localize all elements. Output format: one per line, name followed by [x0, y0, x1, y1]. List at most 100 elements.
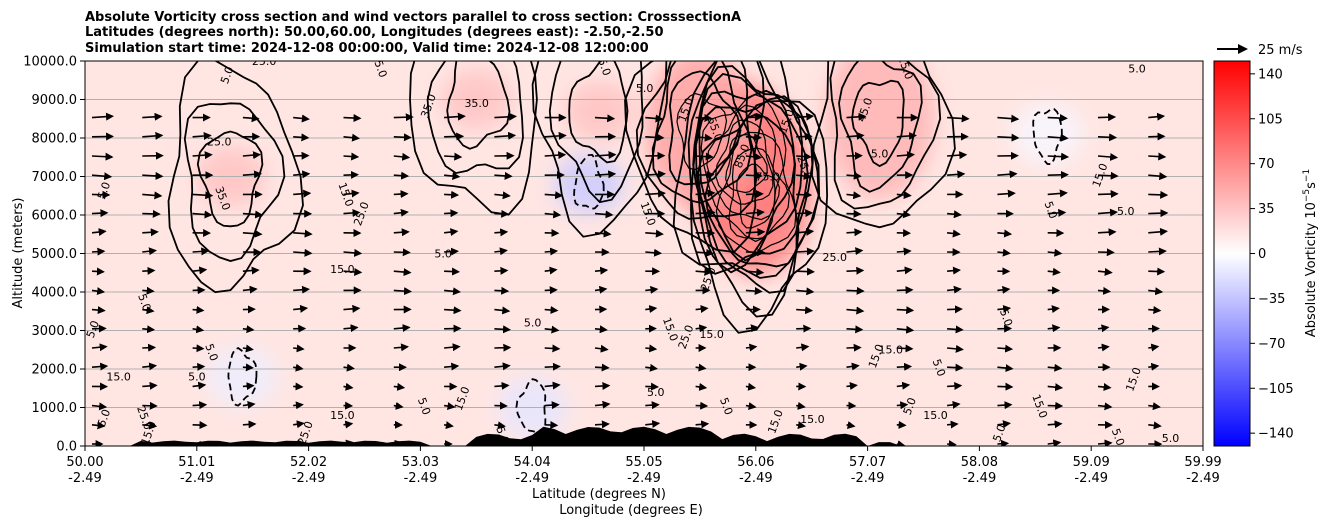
wind-vector [997, 229, 1013, 238]
wind-vector [947, 420, 959, 429]
x-axis-label-longitude: Longitude (degrees E) [559, 503, 703, 518]
wind-vector [997, 114, 1020, 123]
wind-vector [1148, 190, 1169, 199]
wind-vector [91, 402, 108, 411]
wind-vector [393, 248, 411, 257]
y-tick-label: 5000.0 [32, 247, 78, 262]
contour-label: 25.0 [252, 55, 277, 68]
wind-vector [293, 114, 310, 123]
wind-vector [745, 133, 763, 142]
contour-line [838, 61, 923, 193]
wind-vector [242, 266, 260, 275]
wind-vector [494, 306, 511, 315]
wind-vector [947, 305, 963, 314]
wind-vector [1097, 324, 1110, 333]
wind-vector [846, 325, 864, 334]
wind-vector [1047, 363, 1063, 372]
contour-label: 15.0 [106, 371, 131, 384]
wind-vector [444, 132, 465, 141]
x-tick-label-longitude: -2.49 [1074, 471, 1108, 486]
wind-vector [393, 190, 409, 199]
wind-vector [1047, 170, 1069, 179]
wind-vector [1148, 287, 1164, 296]
wind-vector [796, 112, 815, 121]
contour-label: 5.0 [188, 371, 206, 384]
wind-vector [695, 305, 709, 313]
wind-vector [544, 325, 560, 334]
wind-vector [91, 343, 108, 352]
wind-vector [293, 285, 310, 294]
wind-vector [1148, 172, 1168, 181]
wind-vector [997, 364, 1014, 373]
x-tick-label-longitude: -2.49 [515, 471, 549, 486]
wind-vector [91, 267, 105, 276]
wind-vector [343, 267, 363, 276]
wind-vectors [91, 112, 1169, 446]
wind-vector [91, 112, 114, 121]
wind-vector [142, 228, 159, 237]
wind-vector [1097, 152, 1119, 161]
contour-label: 5.0 [717, 396, 735, 417]
wind-vector [695, 208, 716, 217]
wind-vector [1047, 152, 1070, 161]
wind-reference-label: 25 m/s [1258, 43, 1303, 58]
wind-vector [796, 132, 813, 141]
wind-vector [745, 208, 765, 217]
wind-vector [343, 363, 355, 372]
wind-vector [947, 285, 962, 294]
wind-vector [796, 401, 806, 410]
wind-vector [594, 344, 609, 353]
contour-line-negative [1032, 108, 1063, 166]
wind-vector [846, 247, 864, 256]
wind-vector [1148, 112, 1166, 121]
wind-vector [91, 287, 106, 296]
wind-vector [494, 171, 513, 180]
chart-title-line-3: Simulation start time: 2024-12-08 00:00:… [85, 41, 649, 56]
wind-vector [343, 420, 354, 429]
wind-vector [444, 228, 459, 237]
wind-vector [1097, 190, 1119, 198]
wind-vector [343, 170, 359, 179]
wind-vector [896, 266, 913, 275]
wind-vector [745, 287, 763, 296]
wind-vector [393, 208, 409, 217]
wind-vector [1148, 343, 1160, 352]
contour-label: 5.0 [997, 307, 1015, 328]
contour-line [426, 61, 524, 175]
wind-vector [242, 400, 256, 409]
wind-vector [846, 343, 862, 352]
wind-vector [997, 382, 1014, 391]
contour-label: 25.0 [207, 136, 232, 149]
contour-label: 5.0 [1128, 63, 1146, 76]
wind-vector [1047, 305, 1060, 314]
x-tick-label-longitude: -2.49 [68, 471, 102, 486]
wind-vector [695, 189, 716, 198]
wind-vector [343, 324, 359, 333]
wind-vector [192, 344, 205, 353]
wind-vector [343, 248, 363, 257]
vorticity-blob [553, 154, 624, 215]
wind-vector [293, 304, 309, 313]
contour-label: 5.0 [135, 292, 153, 313]
x-tick-label-longitude: -2.49 [292, 471, 326, 486]
wind-vector [393, 113, 414, 122]
wind-vector [846, 209, 862, 218]
y-tick-label: 3000.0 [32, 324, 78, 339]
wind-vector [1148, 227, 1168, 236]
colorbar-label: Absolute Vorticity 10−5s−1 [1302, 169, 1319, 337]
wind-vector [594, 381, 611, 390]
contour-line [672, 61, 821, 279]
wind-vector [242, 382, 255, 391]
wind-vector [997, 401, 1013, 410]
wind-vector [393, 343, 409, 352]
wind-vector [242, 344, 254, 353]
y-tick-label: 2000.0 [32, 363, 78, 378]
wind-vector [745, 228, 766, 237]
wind-vector [293, 229, 313, 238]
wind-vector [645, 420, 661, 428]
wind-vector [695, 152, 714, 161]
wind-vector [1148, 209, 1169, 218]
wind-vector [192, 421, 208, 430]
contour-line [714, 119, 774, 205]
